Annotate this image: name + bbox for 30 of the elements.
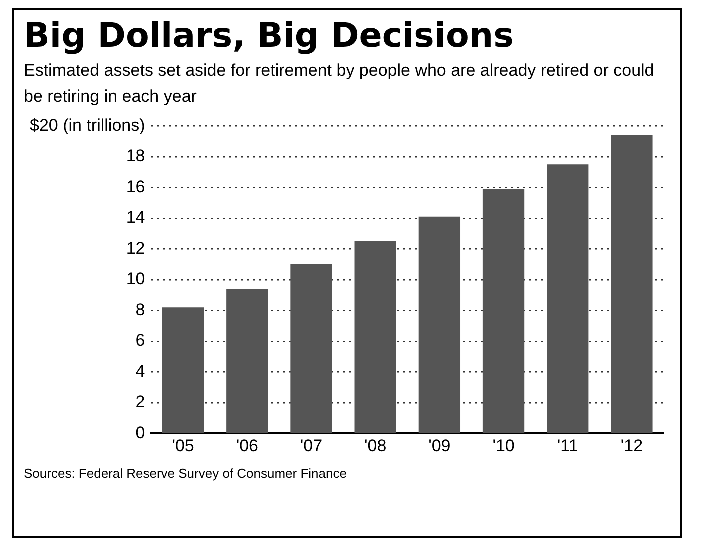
y-tick-label: 0 [136, 423, 146, 442]
x-tick-label: '11 [557, 436, 578, 456]
y-tick-label: 12 [126, 238, 146, 258]
bar [226, 289, 268, 433]
y-tick-label: 6 [136, 331, 146, 350]
y-tick-label: 8 [136, 300, 146, 320]
y-tick-label: 10 [126, 270, 146, 289]
bar [547, 164, 589, 433]
y-tick-label: 4 [136, 362, 146, 381]
x-tick-label: '05 [172, 436, 194, 456]
y-tick-label: $20 (in trillions) [30, 116, 146, 135]
bar [354, 241, 396, 433]
bar [290, 264, 332, 433]
x-tick-label: '09 [428, 436, 451, 456]
bar [418, 216, 461, 433]
x-tick-label: '10 [492, 436, 515, 456]
x-tick-label: '12 [620, 436, 644, 456]
y-tick-label: 14 [126, 208, 146, 228]
source-note: Sources: Federal Reserve Survey of Consumer Finance [24, 466, 348, 481]
y-tick-label: 2 [136, 392, 146, 412]
x-tick-label: '07 [300, 436, 323, 456]
chart-title: Big Dollars, Big Decisions [24, 16, 515, 56]
y-tick-label: 16 [126, 177, 146, 196]
x-tick-label: '06 [236, 436, 258, 456]
bar [611, 135, 653, 433]
bar [482, 189, 525, 433]
x-tick-label: '08 [364, 436, 387, 456]
bar [162, 308, 204, 433]
y-tick-label: 18 [126, 146, 146, 166]
chart-subtitle: Estimated assets set aside for retirement by people who are already retired or could be retiring in each year [24, 60, 656, 108]
